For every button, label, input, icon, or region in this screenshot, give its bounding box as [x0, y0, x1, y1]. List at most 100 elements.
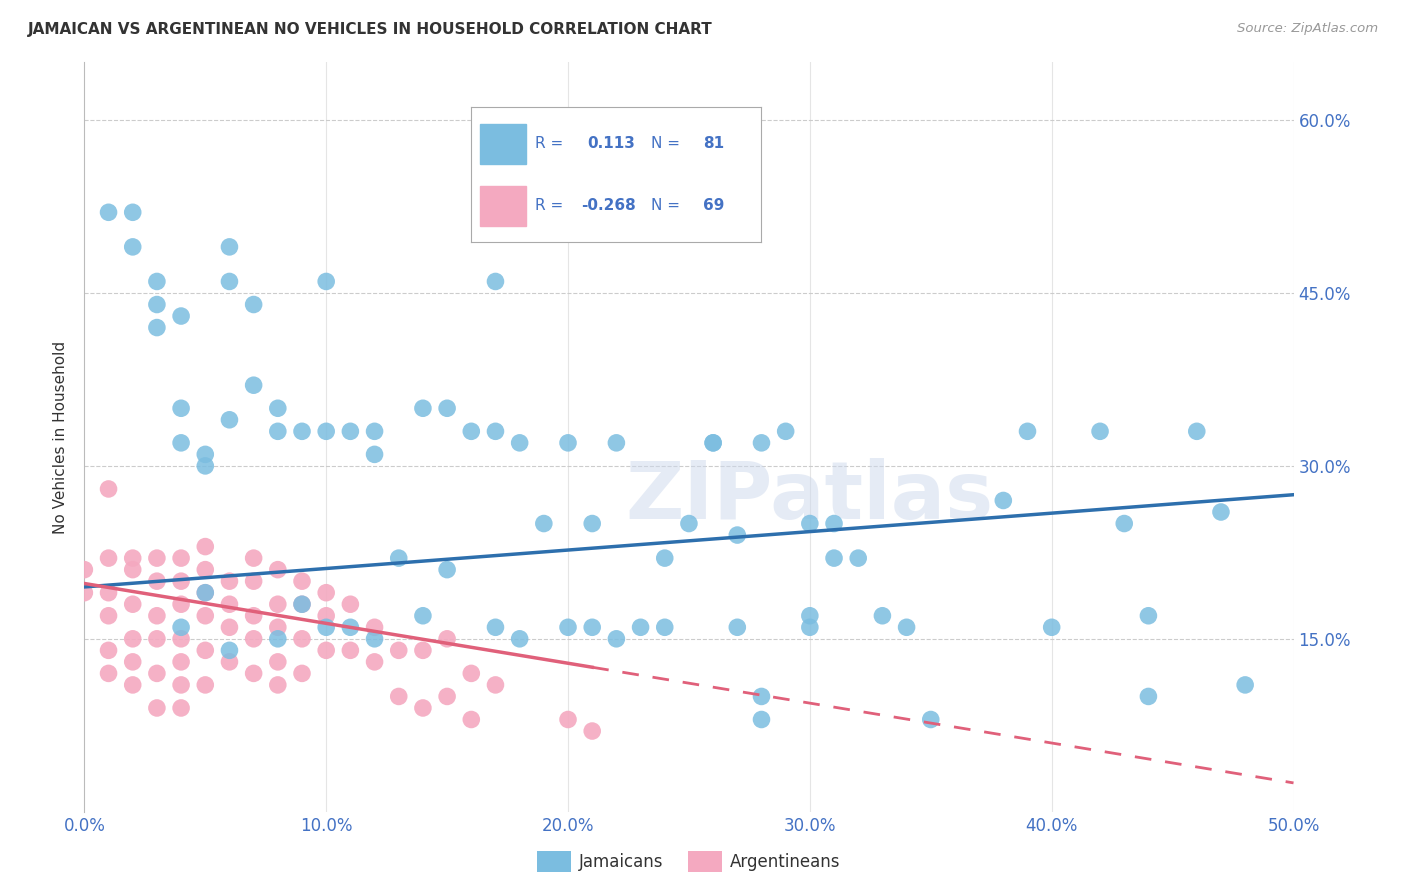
Point	[121, 205, 143, 219]
Point	[267, 655, 290, 669]
Point	[630, 620, 652, 634]
Point	[146, 632, 169, 646]
Point	[146, 297, 169, 311]
Point	[436, 401, 458, 416]
Point	[146, 320, 169, 334]
Point	[678, 516, 700, 531]
Point	[339, 643, 361, 657]
Point	[267, 620, 290, 634]
Point	[218, 413, 240, 427]
Text: JAMAICAN VS ARGENTINEAN NO VEHICLES IN HOUSEHOLD CORRELATION CHART: JAMAICAN VS ARGENTINEAN NO VEHICLES IN H…	[28, 22, 713, 37]
Point	[872, 608, 894, 623]
Point	[121, 551, 143, 566]
Point	[242, 551, 264, 566]
Point	[581, 724, 603, 739]
Point	[920, 713, 942, 727]
Point	[460, 713, 482, 727]
Point	[581, 516, 603, 531]
Point	[1137, 608, 1160, 623]
Point	[242, 297, 264, 311]
Point	[121, 632, 143, 646]
Point	[121, 563, 143, 577]
Point	[363, 425, 385, 439]
Point	[170, 620, 193, 634]
Point	[291, 597, 314, 611]
Point	[605, 632, 627, 646]
Point	[1234, 678, 1257, 692]
Point	[605, 435, 627, 450]
Point	[146, 551, 169, 566]
Point	[170, 309, 193, 323]
Point	[170, 632, 193, 646]
Point	[412, 401, 434, 416]
Point	[97, 585, 120, 599]
Point	[97, 608, 120, 623]
Point	[218, 620, 240, 634]
Point	[799, 620, 821, 634]
Point	[242, 608, 264, 623]
Point	[509, 632, 531, 646]
Point	[170, 701, 193, 715]
Point	[315, 585, 337, 599]
Point	[460, 425, 482, 439]
Point	[242, 378, 264, 392]
Point	[725, 528, 748, 542]
Point	[436, 563, 458, 577]
Point	[97, 551, 120, 566]
Point	[363, 655, 385, 669]
Point	[121, 597, 143, 611]
Point	[339, 597, 361, 611]
Point	[1040, 620, 1063, 634]
Point	[194, 608, 217, 623]
Point	[291, 597, 314, 611]
Point	[363, 447, 385, 461]
Point	[363, 620, 385, 634]
Point	[751, 713, 773, 727]
Point	[267, 563, 290, 577]
Point	[242, 574, 264, 589]
Point	[823, 551, 845, 566]
Point	[194, 447, 217, 461]
Point	[218, 655, 240, 669]
Point	[146, 275, 169, 289]
Point	[1017, 425, 1039, 439]
Point	[388, 551, 411, 566]
Point	[291, 425, 314, 439]
Point	[170, 435, 193, 450]
Point	[1114, 516, 1136, 531]
Point	[291, 574, 314, 589]
Point	[315, 643, 337, 657]
Point	[170, 655, 193, 669]
Point	[581, 620, 603, 634]
Point	[218, 643, 240, 657]
Point	[702, 435, 724, 450]
Point	[484, 678, 506, 692]
Point	[654, 551, 676, 566]
Point	[218, 240, 240, 254]
Point	[73, 585, 96, 599]
Point	[509, 435, 531, 450]
Point	[146, 701, 169, 715]
Point	[315, 608, 337, 623]
Point	[218, 574, 240, 589]
Point	[242, 632, 264, 646]
Point	[557, 620, 579, 634]
Point	[97, 482, 120, 496]
Point	[218, 275, 240, 289]
Point	[315, 275, 337, 289]
Point	[242, 666, 264, 681]
Point	[436, 632, 458, 646]
Text: ZIPatlas: ZIPatlas	[626, 458, 994, 536]
Point	[339, 620, 361, 634]
Point	[194, 585, 217, 599]
Point	[484, 425, 506, 439]
Point	[73, 563, 96, 577]
Text: Source: ZipAtlas.com: Source: ZipAtlas.com	[1237, 22, 1378, 36]
Point	[267, 632, 290, 646]
Point	[170, 678, 193, 692]
Point	[146, 608, 169, 623]
Point	[1209, 505, 1232, 519]
Point	[1137, 690, 1160, 704]
Point	[194, 563, 217, 577]
Point	[388, 690, 411, 704]
